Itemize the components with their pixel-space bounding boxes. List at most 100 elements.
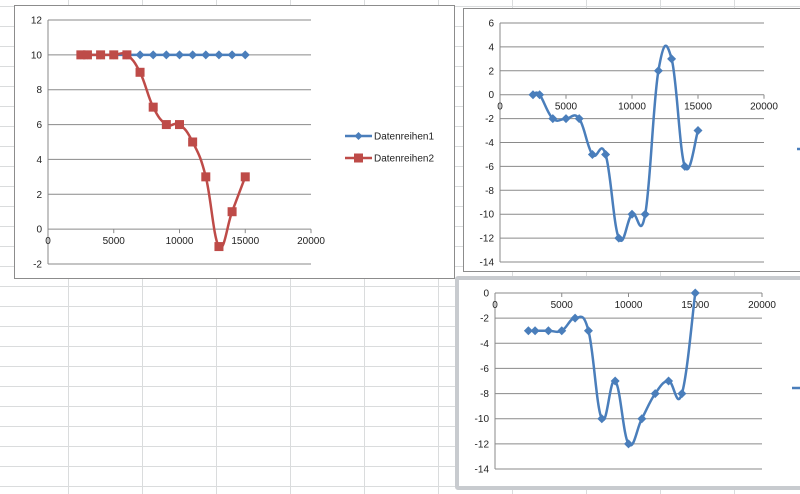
x-tick-label: 10000 [618,102,646,113]
y-tick-label: -12 [480,234,495,245]
y-tick-label: 6 [36,120,42,131]
y-tick-label: 0 [36,225,42,236]
series-line [528,292,697,447]
data-point-diamond [677,389,687,399]
data-point-square [214,242,224,252]
data-point-square [148,102,158,112]
data-point-diamond [650,389,660,399]
y-tick-label: 2 [488,66,494,77]
data-point-square [109,50,119,60]
y-tick-label: -4 [480,339,489,350]
y-tick-label: 6 [488,19,494,30]
data-point-diamond [543,326,553,336]
y-tick-label: 0 [488,90,494,101]
y-tick-label: -12 [475,439,490,450]
data-point-diamond [664,376,674,386]
data-point-diamond [135,50,145,60]
chart-3-plot: -14-12-10-8-6-4-200 5000 10000 15000 20000 [475,288,800,476]
series-line [80,52,247,249]
y-tick-label: -4 [485,138,494,149]
legend-label: Datenreihen1 [374,132,434,143]
data-point-diamond [214,50,224,60]
x-tick-label: 0 [492,300,498,311]
x-tick-label: 5000 [551,300,574,311]
data-point-square [201,172,211,182]
x-tick-label: 5000 [103,236,126,247]
y-tick-label: -6 [485,162,494,173]
data-point-diamond [570,313,580,323]
data-point-square [135,67,145,77]
data-point-diamond [690,288,700,298]
data-point-diamond [175,50,184,60]
chart-1-plot: -2 0 2 4 6 8 10 12 0 5000 10000 15000 20000 Datenreih… [31,16,435,271]
chart-2[interactable]: -14 -12 -10 -8 -6 -4 -2 0 2 4 6 0 5000 10000 15000 2000… [463,8,800,272]
data-point-diamond [535,90,545,100]
x-tick-label: 0 [45,236,51,247]
x-tick-label: 15000 [681,300,709,311]
y-tick-label: 4 [36,155,42,166]
chart-3-selected[interactable]: -14 -12 -10 -8 -6 -4 -2 0 0 5000 10000 15000 20000 [455,276,800,490]
y-tick-label: 0 [483,289,489,300]
data-point-diamond [523,326,533,336]
y-tick-label: -2 [485,114,494,125]
y-tick-label: -10 [475,414,490,425]
data-point-square [175,120,184,130]
data-point-diamond [693,126,703,136]
data-point-diamond [624,439,633,449]
legend-marker-square [354,153,363,163]
y-tick-label: -2 [33,260,42,271]
y-tick-label: -6 [480,364,489,375]
x-tick-label: 20000 [748,300,776,311]
data-point-diamond [614,233,624,243]
data-point-diamond [201,50,211,60]
data-point-diamond [640,209,650,219]
data-point-square [227,207,237,217]
data-point-square [188,137,198,147]
data-point-square [161,120,171,130]
data-point-diamond [583,326,593,336]
data-point-diamond [530,326,540,336]
y-tick-label: -14 [475,465,490,476]
y-tick-label: -14 [480,258,495,269]
data-point-diamond [574,114,584,124]
data-point-diamond [227,50,237,60]
legend-marker-diamond [354,132,363,140]
data-point-square [240,172,250,182]
data-point-diamond [627,209,637,219]
data-point-diamond [667,54,677,64]
y-tick-label: -2 [480,314,489,325]
data-point-square [82,50,92,60]
y-tick-label: 4 [488,42,494,53]
x-tick-label: 20000 [297,236,325,247]
data-point-diamond [561,114,571,124]
y-tick-label: 8 [36,85,42,96]
data-point-diamond [601,149,611,159]
data-point-square [76,50,86,60]
data-point-diamond [597,414,607,424]
legend-label: Datenreihen2 [374,154,434,165]
x-tick-label: 10000 [615,300,643,311]
y-tick-label: 2 [36,190,42,201]
data-point-diamond [610,376,620,386]
x-tick-label: 0 [497,102,503,113]
y-tick-label: -10 [480,210,495,221]
y-tick-label: -8 [480,389,489,400]
data-point-diamond [637,414,647,424]
data-point-diamond [148,50,158,60]
chart-1[interactable]: -2 0 2 4 6 8 10 12 0 5000 10000 15000 20000 Datenreih… [14,5,455,279]
x-tick-label: 20000 [750,102,778,113]
data-point-diamond [557,326,567,336]
data-point-diamond [548,114,558,124]
y-tick-label: -8 [485,186,494,197]
data-point-diamond [587,149,597,159]
data-point-diamond [188,50,198,60]
series-line [532,44,700,242]
data-point-square [122,50,132,60]
y-tick-label: 10 [31,50,43,61]
y-tick-label: 12 [31,16,43,27]
data-point-diamond [161,50,171,60]
data-point-diamond [240,50,250,60]
x-tick-label: 10000 [166,236,194,247]
data-point-diamond [528,90,538,100]
